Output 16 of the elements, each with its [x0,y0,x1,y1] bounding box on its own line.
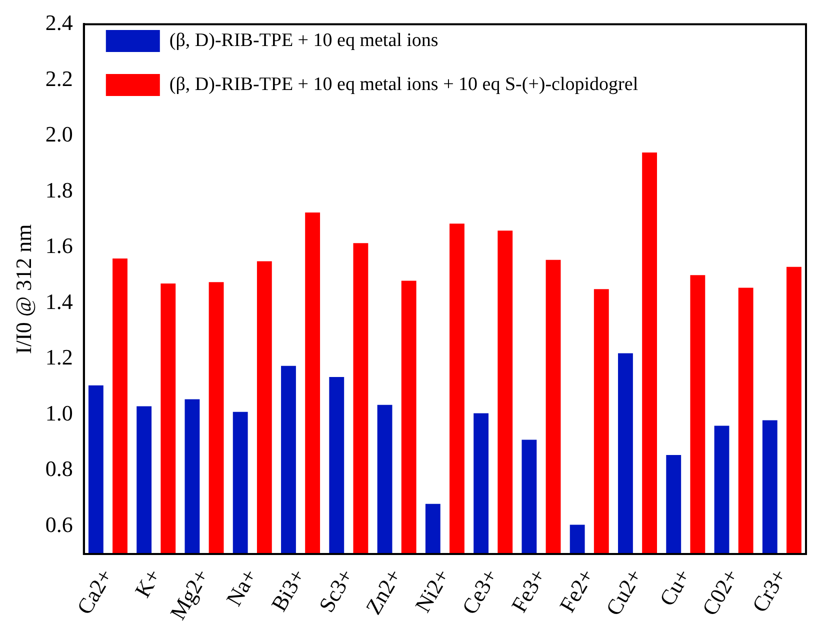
y-tick-label: 2.4 [45,10,73,35]
legend-label: (β, D)-RIB-TPE + 10 eq metal ions + 10 eq S-(+)-clopidogrel [169,74,638,95]
y-tick-label: 1.4 [45,288,73,314]
y-axis-title: I/I0 @ 312 nm [10,224,36,354]
legend-label: (β, D)-RIB-TPE + 10 eq metal ions [169,30,438,51]
x-tick-label: Na+ [221,564,262,610]
y-tick-label: 1.0 [45,400,73,426]
y-tick-label: 0.8 [45,456,73,482]
y-tick-label: 0.6 [45,512,73,537]
x-tick-label: K+ [130,564,166,602]
y-tick-label: 1.6 [45,233,73,258]
y-tick-label: 2.0 [45,122,73,147]
y-tick-label: 1.2 [45,344,73,370]
y-tick-label: 2.2 [45,66,73,91]
x-tick-label: Cu+ [654,564,695,610]
y-tick-label: 1.8 [45,177,73,202]
